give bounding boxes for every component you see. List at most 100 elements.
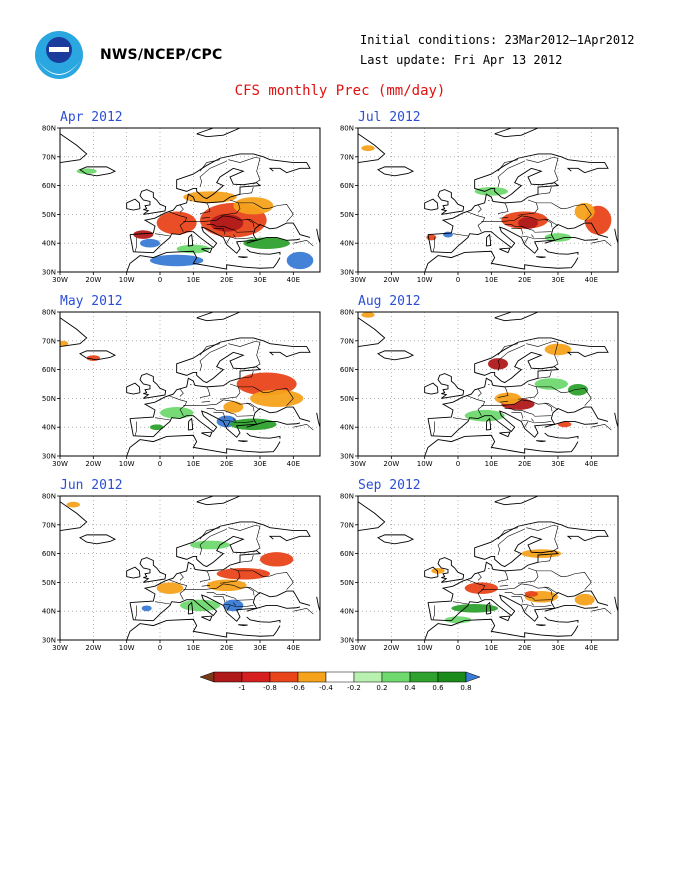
- colorbar-label: -0.2: [347, 684, 361, 692]
- lon-tick-label: 10E: [485, 644, 498, 652]
- anomaly-area: [236, 372, 297, 396]
- lon-tick-label: 30W: [52, 460, 68, 468]
- lon-tick-label: 30E: [551, 644, 564, 652]
- colorbar-label: -0.4: [319, 684, 333, 692]
- lat-tick-label: 40N: [42, 240, 56, 248]
- colorbar-segment: [241, 671, 271, 683]
- lon-tick-label: 10E: [187, 460, 200, 468]
- panel-may-2012: May 2012 30N 40N 50N 60N 70N 80N 30W 20W 10W 0 10E…: [36, 294, 336, 476]
- lon-tick-label: 40E: [287, 276, 300, 284]
- lon-tick-label: 20E: [518, 276, 531, 284]
- anomaly-area: [286, 251, 314, 270]
- lon-tick-label: 30W: [350, 644, 366, 652]
- lon-tick-label: 0: [456, 460, 460, 468]
- lon-tick-label: 20W: [383, 276, 399, 284]
- colorbar-segment: [381, 671, 411, 683]
- lat-tick-label: 50N: [340, 211, 354, 219]
- anomaly-area: [156, 582, 184, 594]
- lat-tick-label: 30N: [340, 637, 354, 645]
- lon-tick-label: 0: [456, 644, 460, 652]
- map: 30N 40N 50N 60N 70N 80N 30W 20W 10W 0 10E 20E 30E 40E: [42, 125, 321, 284]
- colorbar-segment: [409, 671, 439, 683]
- lon-tick-label: 30E: [253, 276, 266, 284]
- panel-jun-2012: Jun 2012 30N 40N 50N 60N 70N 80N 30W 20W 10W 0 10E…: [36, 478, 336, 660]
- colorbar-segment: [213, 671, 243, 683]
- anomaly-area: [176, 244, 210, 254]
- lat-tick-label: 50N: [340, 579, 354, 587]
- lon-tick-label: 10W: [119, 276, 135, 284]
- colorbar-label: 0.4: [404, 684, 416, 692]
- anomaly-area: [474, 187, 508, 196]
- lon-tick-label: 10W: [417, 460, 433, 468]
- anomaly-area: [216, 568, 270, 580]
- anomaly-area: [558, 421, 572, 428]
- anomaly-area: [494, 392, 522, 405]
- lon-tick-label: 0: [158, 644, 162, 652]
- lon-tick-label: 30W: [52, 644, 68, 652]
- lat-tick-label: 30N: [340, 269, 354, 277]
- lat-tick-label: 70N: [42, 521, 56, 529]
- lat-tick-label: 70N: [340, 153, 354, 161]
- lat-tick-label: 50N: [340, 395, 354, 403]
- colorbar-label: -1: [239, 684, 246, 692]
- lon-tick-label: 30E: [551, 460, 564, 468]
- panel-sep-2012: Sep 2012 30N 40N 50N 60N 70N 80N 30W 20W 10W 0 10E…: [334, 478, 634, 660]
- map: 30N 40N 50N 60N 70N 80N 30W 20W 10W 0 10E 20E 30E 40E: [340, 309, 619, 468]
- anomaly-area: [361, 312, 375, 318]
- map: 30N 40N 50N 60N 70N 80N 30W 20W 10W 0 10E 20E 30E 40E: [340, 125, 619, 284]
- lon-tick-label: 30E: [551, 276, 564, 284]
- lat-tick-label: 40N: [340, 240, 354, 248]
- anomaly-area: [451, 604, 498, 613]
- lat-tick-label: 50N: [42, 395, 56, 403]
- panel-title: Sep 2012: [358, 478, 421, 493]
- anomaly-area: [544, 343, 572, 356]
- lat-tick-label: 30N: [42, 453, 56, 461]
- lon-tick-label: 0: [158, 460, 162, 468]
- colorbar-label: 0.8: [460, 684, 471, 692]
- org-name: NWS/NCEP/CPC: [100, 47, 223, 63]
- lon-tick-label: 20E: [518, 644, 531, 652]
- lat-tick-label: 60N: [42, 366, 56, 374]
- lat-tick-label: 60N: [340, 182, 354, 190]
- panel-title: May 2012: [60, 294, 123, 309]
- lat-tick-label: 80N: [340, 493, 354, 501]
- lon-tick-label: 10W: [119, 644, 135, 652]
- lon-tick-label: 20E: [220, 460, 233, 468]
- lat-tick-label: 50N: [42, 579, 56, 587]
- lon-tick-label: 40E: [287, 460, 300, 468]
- anomaly-area: [206, 579, 247, 592]
- lon-tick-label: 0: [456, 276, 460, 284]
- lon-tick-label: 40E: [585, 276, 598, 284]
- colorbar-label: 0.2: [376, 684, 387, 692]
- lon-tick-label: 20W: [85, 460, 101, 468]
- lat-tick-label: 70N: [42, 153, 56, 161]
- anomaly-area: [156, 211, 197, 235]
- anomaly-area: [464, 582, 498, 594]
- lat-tick-label: 60N: [42, 550, 56, 558]
- panel-title: Apr 2012: [60, 110, 123, 125]
- last-update: Last update: Fri Apr 13 2012: [360, 53, 563, 67]
- lat-tick-label: 80N: [42, 125, 56, 133]
- lon-tick-label: 20E: [220, 276, 233, 284]
- colorbar-segment: [465, 671, 480, 683]
- lat-tick-label: 60N: [340, 366, 354, 374]
- lon-tick-label: 10W: [119, 460, 135, 468]
- anomaly-area: [223, 401, 244, 413]
- lat-tick-label: 70N: [340, 521, 354, 529]
- anomaly-area: [568, 384, 588, 396]
- anomaly-area: [233, 197, 274, 215]
- colorbar-segment: [325, 671, 355, 683]
- colorbar-segment: [437, 671, 467, 683]
- anomaly-area: [150, 254, 204, 267]
- anomaly-area: [150, 424, 164, 431]
- colorbar-segment: [297, 671, 327, 683]
- anomaly-area: [140, 238, 160, 248]
- lat-tick-label: 30N: [340, 453, 354, 461]
- colorbar-segment: [269, 671, 299, 683]
- lon-tick-label: 30W: [350, 460, 366, 468]
- lon-tick-label: 30W: [52, 276, 68, 284]
- lon-tick-label: 10E: [485, 276, 498, 284]
- lon-tick-label: 40E: [287, 644, 300, 652]
- anomaly-area: [361, 145, 375, 152]
- lat-tick-label: 80N: [340, 125, 354, 133]
